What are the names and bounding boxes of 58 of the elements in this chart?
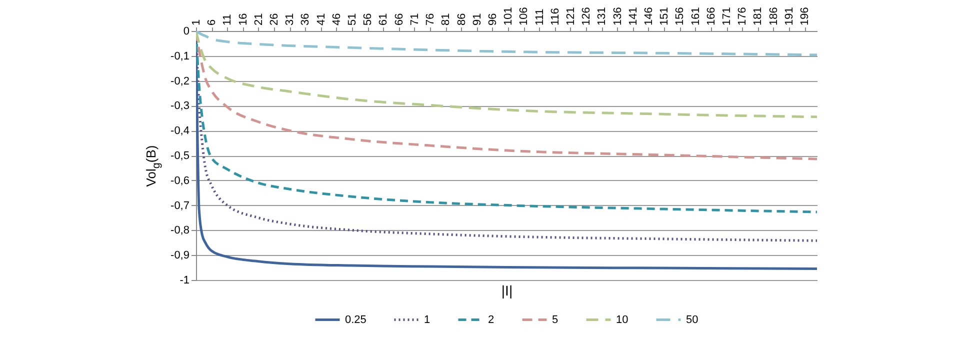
x-tick-label: 81 <box>440 13 452 26</box>
legend-label: 0.25 <box>345 314 366 326</box>
x-tick-label: 26 <box>268 13 281 26</box>
x-tick-label: 66 <box>393 13 406 26</box>
legend-label: 2 <box>488 314 494 326</box>
legend-label: 50 <box>686 314 698 326</box>
x-tick-label: 166 <box>705 7 718 26</box>
x-tick-label: 51 <box>346 13 359 26</box>
x-tick-label: 176 <box>736 7 749 26</box>
x-tick-label: 46 <box>330 13 343 26</box>
x-tick-label: 56 <box>362 13 374 26</box>
x-tick-label: 36 <box>300 13 312 26</box>
legend-label: 10 <box>616 314 628 326</box>
x-tick-label: 171 <box>721 7 734 26</box>
legend-label: 1 <box>424 314 430 326</box>
x-tick-label: 6 <box>206 19 218 26</box>
x-tick-label: 131 <box>596 7 608 26</box>
x-tick-label: 121 <box>564 7 577 26</box>
y-tick-label: -0,1 <box>170 50 190 62</box>
x-tick-label: 161 <box>690 7 702 26</box>
x-tick-label: 116 <box>549 8 562 26</box>
y-tick-label: -0,3 <box>170 100 190 112</box>
x-tick-label: 31 <box>284 13 296 26</box>
legend-label: 5 <box>552 314 558 326</box>
x-tick-label: 96 <box>486 13 499 26</box>
x-tick-label: 191 <box>783 7 796 26</box>
x-tick-label: 156 <box>674 7 686 26</box>
x-tick-label: 21 <box>252 13 265 26</box>
x-tick-label: 136 <box>612 7 624 26</box>
x-tick-label: 76 <box>424 13 437 26</box>
y-tick-label: -0,2 <box>170 75 190 88</box>
x-tick-label: 146 <box>642 7 655 26</box>
x-tick-label: 61 <box>378 13 390 26</box>
y-tick-label: -0,6 <box>170 174 190 187</box>
x-tick-label: 1 <box>190 19 202 26</box>
y-tick-label: -0,9 <box>170 250 190 262</box>
x-tick-label: 86 <box>456 13 468 26</box>
x-tick-label: 141 <box>627 7 640 26</box>
x-tick-label: 111 <box>534 8 546 26</box>
y-tick-label: -1 <box>180 274 190 286</box>
x-tick-label: 16 <box>237 13 250 26</box>
x-tick-label: 196 <box>799 7 812 26</box>
y-tick-label: -0,5 <box>170 150 190 162</box>
x-tick-label: 71 <box>408 13 421 26</box>
x-tick-label: 101 <box>502 7 515 26</box>
x-tick-label: 186 <box>768 7 780 26</box>
x-tick-label: 181 <box>752 7 764 26</box>
x-tick-label: 91 <box>471 13 484 26</box>
x-tick-label: 106 <box>518 7 530 26</box>
x-tick-label: 126 <box>580 7 593 26</box>
x-tick-label: 41 <box>315 13 328 26</box>
x-tick-label: 11 <box>222 14 234 26</box>
y-tick-label: 0 <box>183 26 190 38</box>
y-tick-label: -0,8 <box>170 224 190 237</box>
x-axis-title: |I| <box>501 282 513 298</box>
x-tick-label: 151 <box>658 7 671 26</box>
y-tick-label: -0,4 <box>170 125 190 138</box>
y-tick-label: -0,7 <box>170 200 190 212</box>
